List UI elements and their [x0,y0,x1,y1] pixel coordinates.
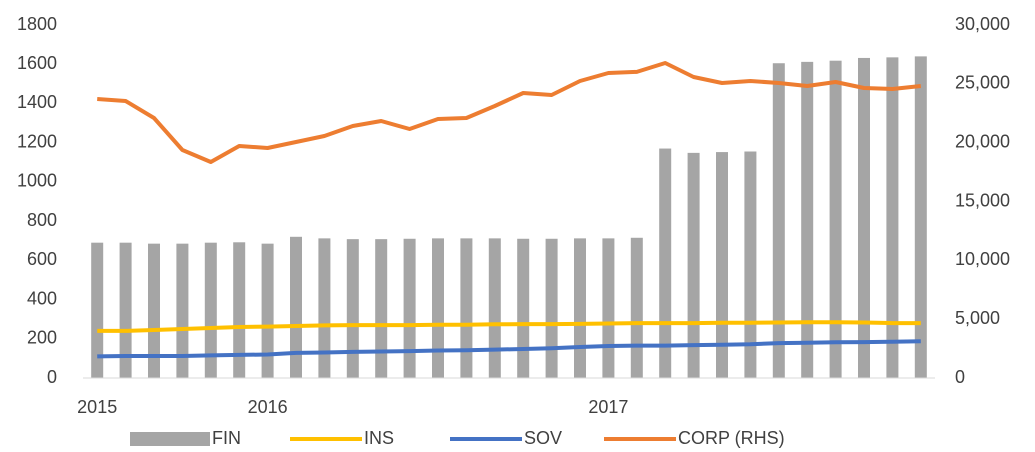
bar [119,242,132,378]
bar [233,242,246,378]
legend-label: FIN [212,428,241,448]
bar [148,243,160,378]
bar [460,238,473,378]
x-tick-label: 2017 [588,397,628,417]
bar [630,237,643,378]
y-tick-label: 1200 [17,131,57,151]
bar [886,57,899,378]
y2-tick-label: 15,000 [955,190,1010,210]
bar [403,238,416,378]
y-tick-label: 800 [27,210,57,230]
y2-tick-label: 20,000 [955,131,1010,151]
bar [261,243,274,378]
legend-label: CORP (RHS) [678,428,785,448]
bar [204,242,217,378]
y2-tick-label: 10,000 [955,249,1010,269]
x-tick-label: 2016 [248,397,288,417]
y2-tick-label: 5,000 [955,308,1000,328]
bar [772,63,785,378]
legend-label: INS [364,428,394,448]
bar [829,60,842,378]
y-tick-label: 0 [47,367,57,387]
y-tick-label: 600 [27,249,57,269]
y-tick-label: 1800 [17,14,57,34]
bar [346,239,359,378]
y-tick-label: 1600 [17,53,57,73]
legend-swatch [130,432,210,446]
bar [545,238,558,378]
y-tick-label: 200 [27,328,57,348]
y-tick-label: 400 [27,288,57,308]
line [97,339,921,359]
line [97,61,922,164]
bar [858,57,870,379]
bar [517,238,530,378]
x-tick-label: 2015 [77,397,117,417]
y2-tick-label: 30,000 [955,14,1010,34]
line [97,320,921,333]
bar [176,243,189,378]
bar [91,242,104,378]
bar [659,148,672,378]
y-tick-label: 1000 [17,171,57,191]
y-tick-label: 1400 [17,92,57,112]
bar [488,238,501,378]
y2-tick-label: 0 [955,367,965,387]
bar [801,61,814,378]
bar [432,238,444,378]
bar [602,238,615,378]
y2-tick-label: 25,000 [955,73,1010,93]
bar [318,238,331,378]
bar [290,236,302,378]
bar [914,56,927,378]
legend-label: SOV [524,428,562,448]
bar [375,239,388,378]
bar [574,238,586,378]
